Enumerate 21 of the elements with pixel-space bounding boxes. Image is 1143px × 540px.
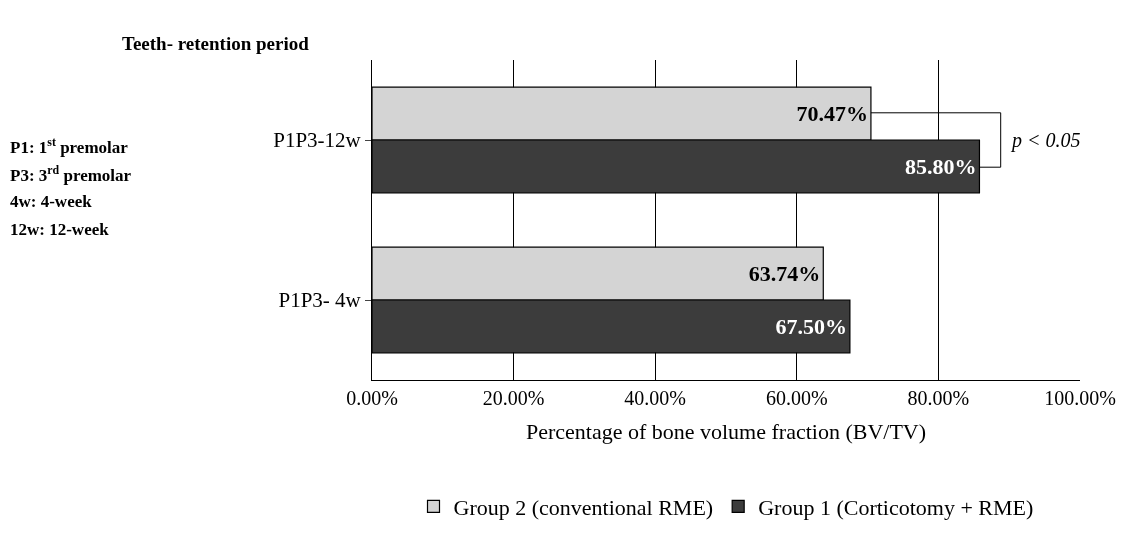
x-tick-label: 40.00% bbox=[624, 387, 687, 409]
text: P3: 3$^{rd}$ premolar bbox=[10, 163, 132, 186]
x-tick-label: 80.00% bbox=[907, 387, 970, 409]
y-tick-label: P1P3- 4w bbox=[278, 288, 362, 313]
text: P1: 1$^{st}$ premolar bbox=[10, 135, 129, 158]
x-tick-label: 20.00% bbox=[482, 387, 545, 409]
data-label: 63.74% bbox=[748, 261, 821, 287]
data-label: 67.50% bbox=[775, 313, 847, 339]
x-tick-label: 0.00% bbox=[346, 387, 398, 409]
text: 12w: 12-week bbox=[10, 220, 110, 239]
y-axis-title: Teeth- retention period bbox=[122, 33, 310, 54]
data-label: 70.47% bbox=[796, 101, 868, 127]
text: 4w: 4-week bbox=[10, 192, 93, 211]
x-axis-title: Percentage of bone volume fraction (BV/TV) bbox=[525, 418, 927, 444]
legend-label: Group 2 (conventional RME) bbox=[453, 494, 714, 520]
x-tick-label: 60.00% bbox=[765, 387, 828, 409]
data-label: 85.80% bbox=[904, 153, 977, 179]
annotation: p < 0.05 bbox=[1010, 129, 1081, 152]
legend-label: Group 1 (Corticotomy + RME) bbox=[758, 494, 1034, 520]
x-tick-label: 100.00% bbox=[1044, 387, 1116, 409]
y-tick-label: P1P3-12w bbox=[273, 128, 362, 153]
